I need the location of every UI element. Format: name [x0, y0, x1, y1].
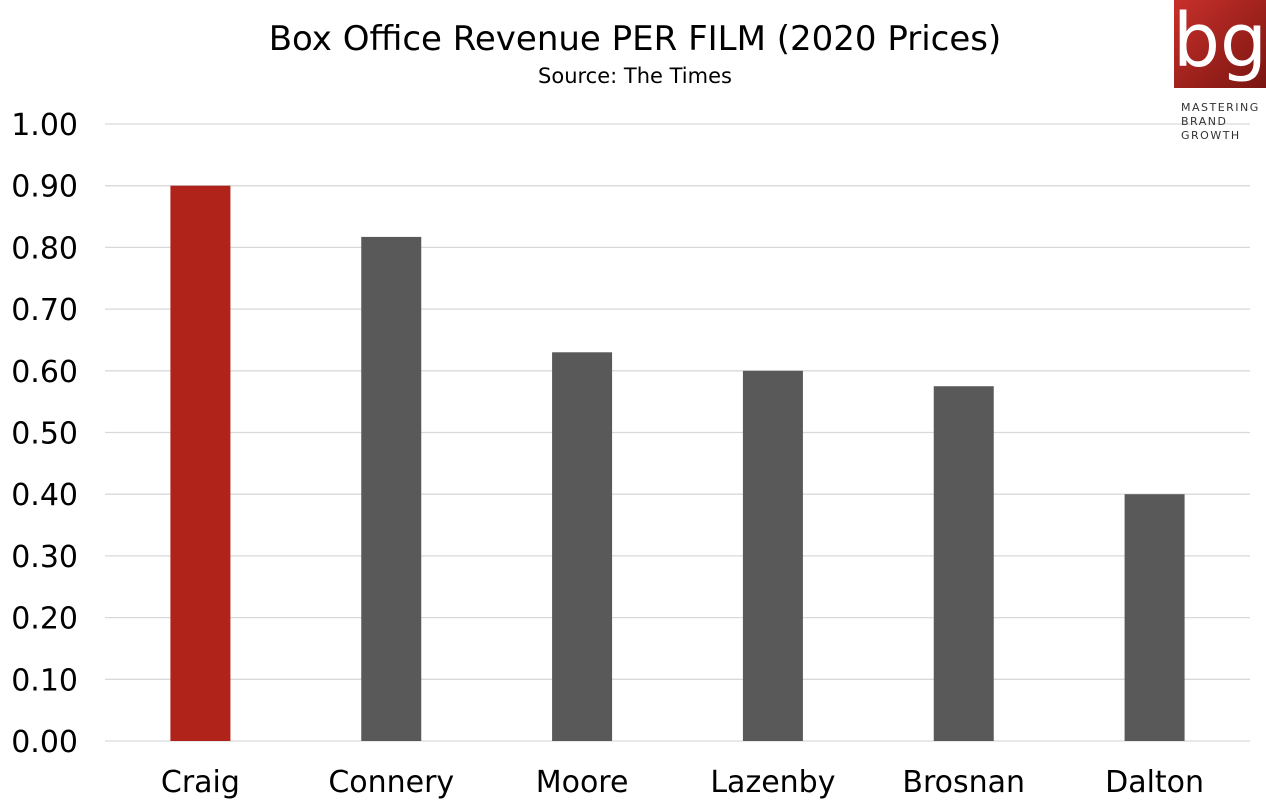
y-tick-label: 0.20 — [11, 602, 78, 637]
y-tick-label: 0.70 — [11, 293, 78, 328]
bar-dalton — [1124, 494, 1185, 741]
x-tick-label: Dalton — [1105, 765, 1204, 800]
x-axis-ticks: Craig Connery Moore Lazenby Brosnan Dalton — [161, 765, 1204, 800]
bar-brosnan — [933, 386, 994, 741]
logo-badge — [1174, 0, 1266, 88]
y-tick-label: 0.10 — [11, 663, 78, 698]
logo-tagline-2: BRAND — [1181, 115, 1227, 128]
gridlines — [105, 123, 1250, 742]
bar-moore — [552, 352, 613, 741]
bars — [170, 185, 1185, 741]
x-tick-label: Brosnan — [902, 765, 1025, 800]
y-tick-label: 1.00 — [11, 108, 78, 143]
y-tick-label: 0.50 — [11, 417, 78, 452]
x-tick-label: Connery — [328, 765, 454, 800]
y-tick-label: 0.00 — [11, 725, 78, 760]
x-tick-label: Moore — [536, 765, 629, 800]
y-tick-label: 0.40 — [11, 478, 78, 513]
y-axis-ticks: 0.00 0.10 0.20 0.30 0.40 0.50 0.60 0.70 0.80 0.90… — [11, 108, 78, 760]
chart-subtitle: Source: The Times — [538, 64, 732, 88]
y-tick-label: 0.90 — [11, 170, 78, 205]
bar-connery — [361, 236, 422, 741]
y-tick-label: 0.30 — [11, 540, 78, 575]
logo-tagline-3: GROWTH — [1181, 129, 1241, 142]
logo-tagline-1: MASTERING — [1181, 101, 1260, 114]
bar-craig — [170, 185, 231, 741]
x-tick-label: Craig — [161, 765, 240, 800]
logo-mark: bg — [1173, 0, 1266, 84]
chart-title: Box Office Revenue PER FILM (2020 Prices… — [269, 19, 1002, 59]
y-tick-label: 0.80 — [11, 231, 78, 266]
brand-logo: bg MASTERING BRAND GROWTH — [1173, 0, 1266, 142]
y-tick-label: 0.60 — [11, 355, 78, 390]
bar-lazenby — [742, 370, 803, 741]
x-tick-label: Lazenby — [710, 765, 835, 800]
